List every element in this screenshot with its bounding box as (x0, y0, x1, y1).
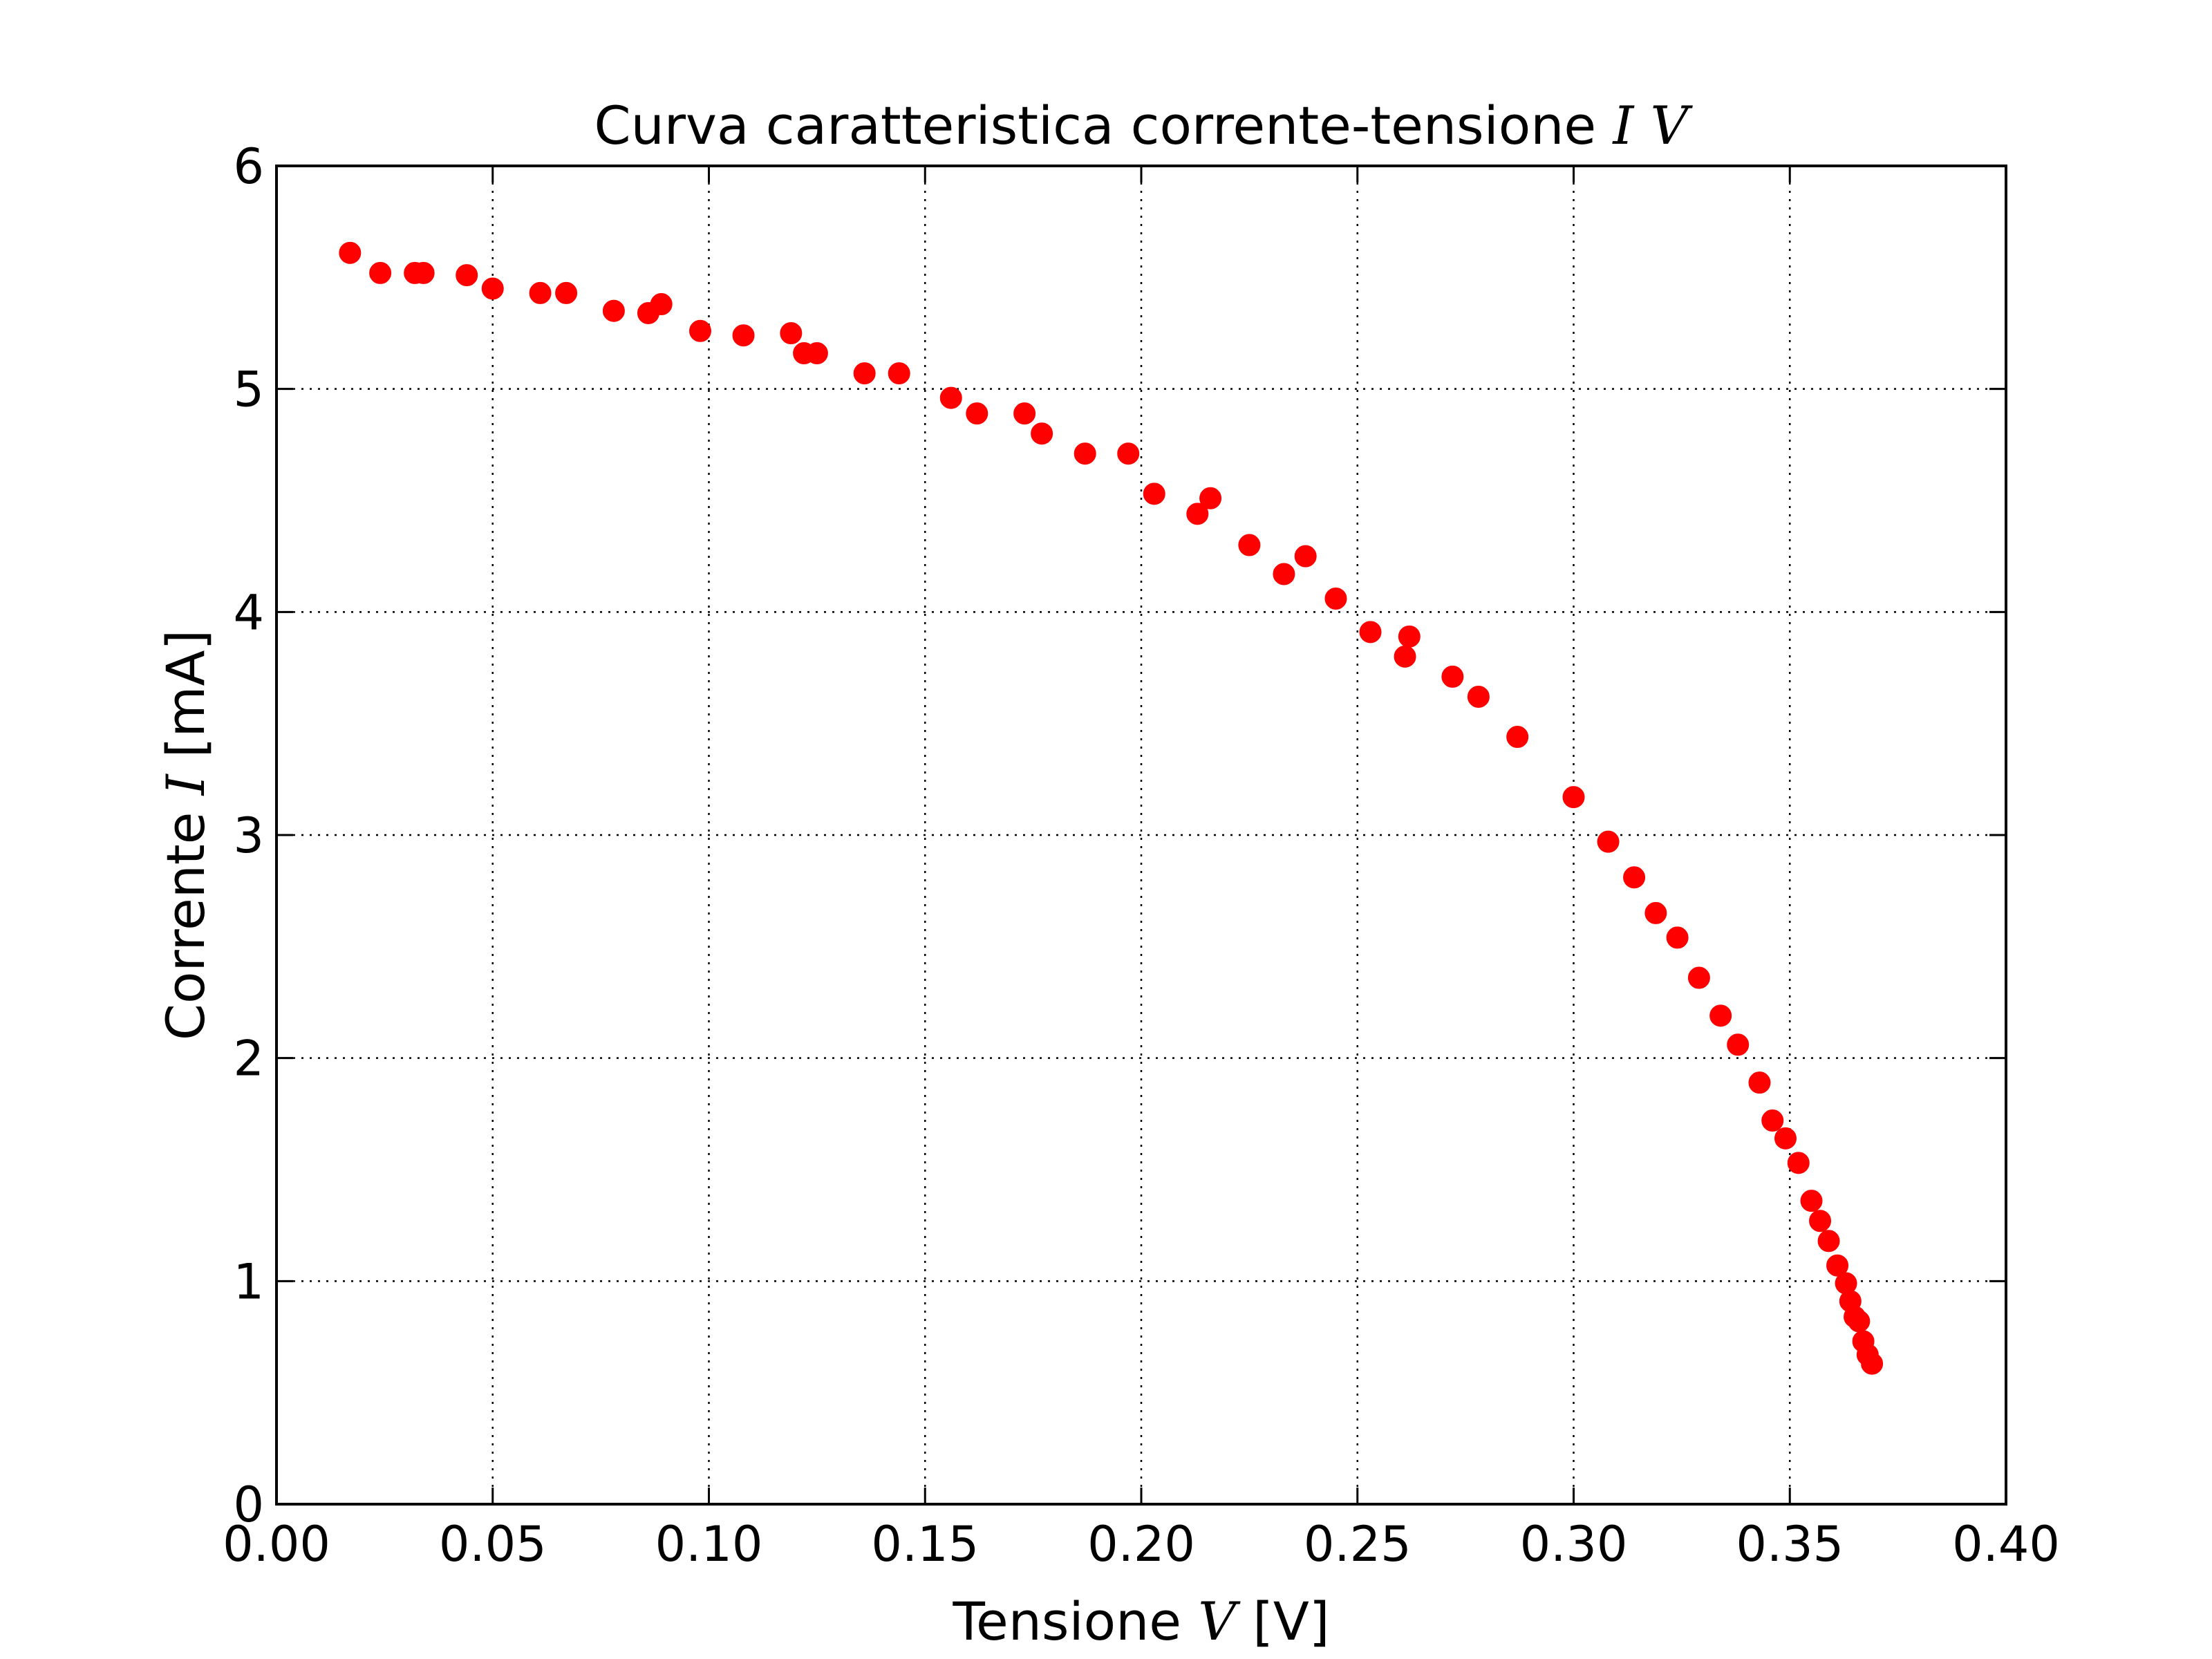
data-point (1687, 966, 1710, 989)
y-tick-label: 1 (233, 1253, 264, 1310)
data-point (339, 241, 362, 264)
data-point (780, 322, 803, 344)
y-axis-label-space (155, 758, 216, 774)
x-tick-label: 0.15 (871, 1516, 979, 1573)
x-tick-label: 0.35 (1736, 1516, 1844, 1573)
y-tick-label: 2 (233, 1031, 264, 1087)
data-point (1324, 587, 1347, 610)
data-point (650, 293, 673, 316)
data-point (412, 261, 435, 284)
chart-title: Curva caratteristica corrente-tensione I… (594, 95, 1694, 156)
data-point (1143, 482, 1165, 505)
x-axis-label-space (1236, 1591, 1253, 1652)
data-point (1761, 1109, 1784, 1132)
data-point (1861, 1352, 1884, 1375)
y-tick-label: 0 (233, 1477, 264, 1533)
data-point (1186, 503, 1209, 525)
x-axis-label-text: Tensione (952, 1591, 1198, 1652)
data-point (1031, 422, 1053, 445)
y-axis-label-unit: [mA] (155, 630, 216, 758)
x-axis-label-math: V (1198, 1591, 1241, 1652)
y-axis-label-text: Corrente (155, 795, 216, 1040)
y-tick-label: 4 (233, 584, 264, 641)
x-tick-label: 0.10 (655, 1516, 763, 1573)
y-tick-label: 3 (233, 807, 264, 864)
data-point (1809, 1210, 1832, 1232)
data-point (1826, 1254, 1849, 1277)
x-tick-label: 0.05 (439, 1516, 547, 1573)
data-point (456, 264, 478, 287)
data-point (1394, 645, 1416, 668)
data-point (1562, 786, 1585, 809)
data-point (1644, 901, 1667, 924)
data-point (1273, 563, 1295, 585)
chart-title-text: Curva caratteristica corrente-tensione (594, 95, 1613, 156)
data-point (1441, 665, 1464, 688)
data-point (1597, 830, 1620, 853)
data-point (1013, 402, 1036, 425)
data-point (1117, 442, 1140, 465)
plot-frame (275, 165, 2007, 1506)
data-point (939, 386, 962, 409)
data-point (1398, 625, 1421, 648)
data-point (1294, 545, 1317, 568)
x-axis-label: Tensione V [V] (952, 1591, 1329, 1652)
data-point (1727, 1033, 1750, 1056)
data-point (688, 319, 711, 342)
x-tick-label: 0.00 (223, 1516, 330, 1573)
data-point (1817, 1230, 1840, 1253)
data-point (1506, 726, 1529, 749)
data-point (1709, 1004, 1732, 1027)
data-point (732, 324, 755, 347)
data-point (1199, 487, 1222, 509)
data-point (1467, 685, 1490, 708)
x-axis-label-unit: [V] (1253, 1591, 1329, 1652)
data-point (1800, 1190, 1823, 1212)
data-point (888, 362, 910, 385)
chart-title-math: I V (1611, 95, 1693, 156)
data-point (966, 402, 988, 425)
data-point (481, 277, 504, 300)
y-tick-label: 6 (233, 138, 264, 195)
data-point (1774, 1127, 1797, 1150)
data-point (1666, 926, 1689, 949)
x-tick-label: 0.25 (1304, 1516, 1412, 1573)
x-tick-label: 0.30 (1520, 1516, 1628, 1573)
x-tick-label: 0.40 (1952, 1516, 2060, 1573)
data-point (555, 281, 578, 304)
grid (276, 166, 2006, 1504)
y-axis-label-math: I (155, 773, 216, 796)
data-point (1359, 621, 1382, 644)
data-point (529, 281, 552, 304)
data-point (1623, 866, 1646, 889)
data-point (1787, 1152, 1810, 1174)
data-points (339, 241, 1884, 1375)
data-point (853, 362, 876, 385)
data-point (805, 342, 828, 365)
data-point (1848, 1310, 1871, 1333)
ticks: 0.00 0.05 0.10 0.15 0.20 0.25 0.30 0.35 0.40 0 1 2 3… (223, 138, 2060, 1573)
x-tick-label: 0.20 (1087, 1516, 1195, 1573)
data-point (1238, 534, 1261, 556)
data-point (369, 261, 392, 284)
data-point (1074, 442, 1096, 465)
y-tick-label: 5 (233, 362, 264, 418)
y-axis-label: Corrente I [mA] (155, 630, 216, 1040)
data-point (1748, 1071, 1771, 1094)
data-point (602, 299, 625, 322)
